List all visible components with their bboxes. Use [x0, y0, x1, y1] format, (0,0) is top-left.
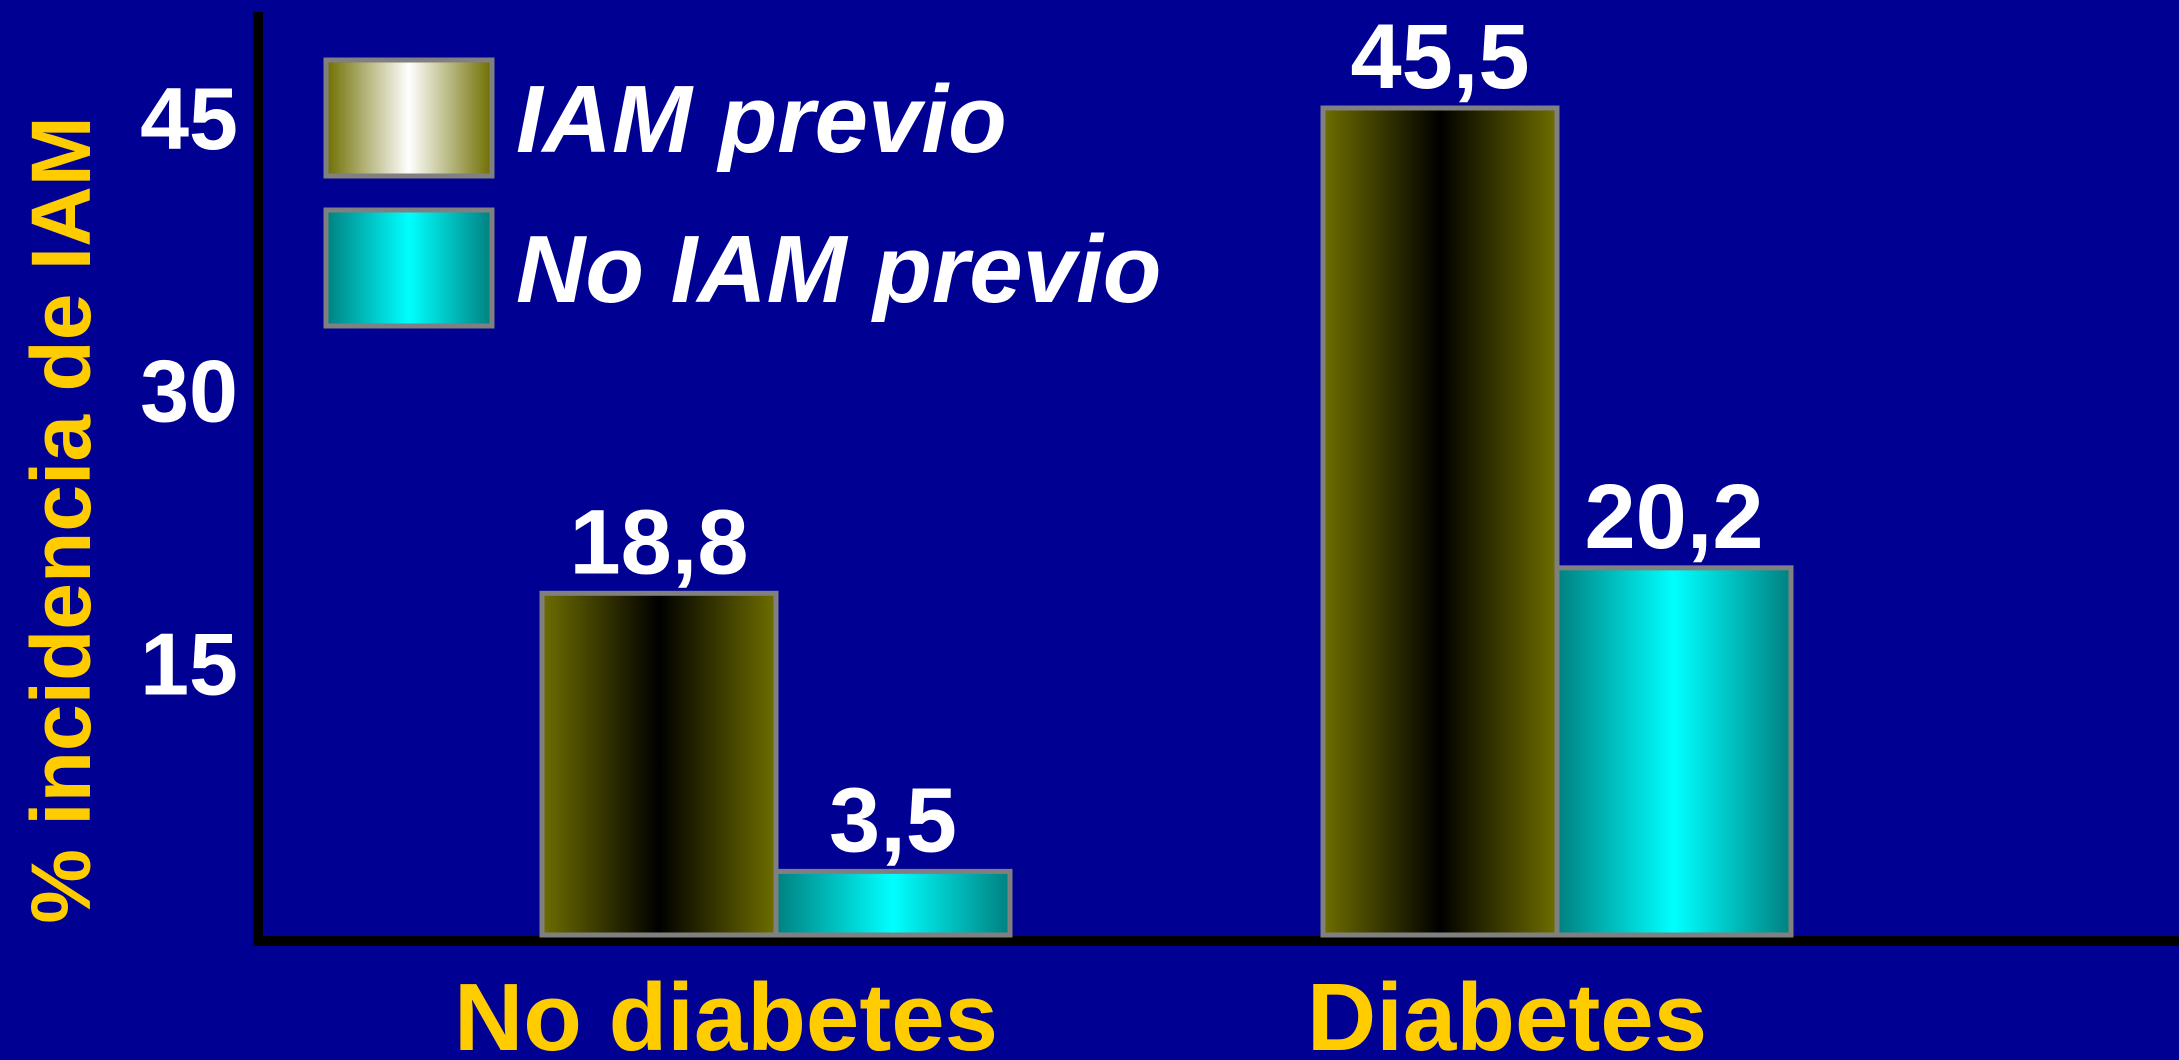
- legend-label-iam-previo: IAM previo: [516, 66, 1007, 173]
- category-label-0: No diabetes: [454, 964, 998, 1055]
- y-tick-label-15: 15: [140, 614, 238, 713]
- value-label-iam-previo-0: 18,8: [569, 491, 748, 593]
- value-labels: 18,8 3,5 45,5 20,2: [569, 6, 1763, 871]
- bars: [539, 105, 1794, 938]
- value-label-iam-previo-1: 45,5: [1350, 6, 1529, 108]
- y-tick-label-30: 30: [140, 342, 238, 441]
- legend-label-no-iam-previo: No IAM previo: [516, 216, 1161, 323]
- category-labels: No diabetes Diabetes: [454, 964, 1707, 1060]
- legend-swatch-no-iam-previo: [323, 207, 495, 329]
- value-label-no-iam-previo-0: 3,5: [829, 769, 957, 871]
- category-label-1: Diabetes: [1307, 964, 1707, 1055]
- legend-swatch-iam-previo: [323, 57, 495, 179]
- y-tick-label-45: 45: [140, 69, 238, 168]
- y-axis-label: % incidencia de IAM: [14, 116, 108, 924]
- bar-no-iam-previo-0: [773, 868, 1013, 938]
- bar-no-iam-previo-1: [1554, 565, 1794, 938]
- y-ticks: 15 30 45: [140, 69, 238, 713]
- bar-iam-previo-1: [1320, 105, 1560, 938]
- legend: IAM previo No IAM previo: [323, 57, 1161, 329]
- value-label-no-iam-previo-1: 20,2: [1584, 466, 1763, 568]
- bar-iam-previo-0: [539, 590, 779, 938]
